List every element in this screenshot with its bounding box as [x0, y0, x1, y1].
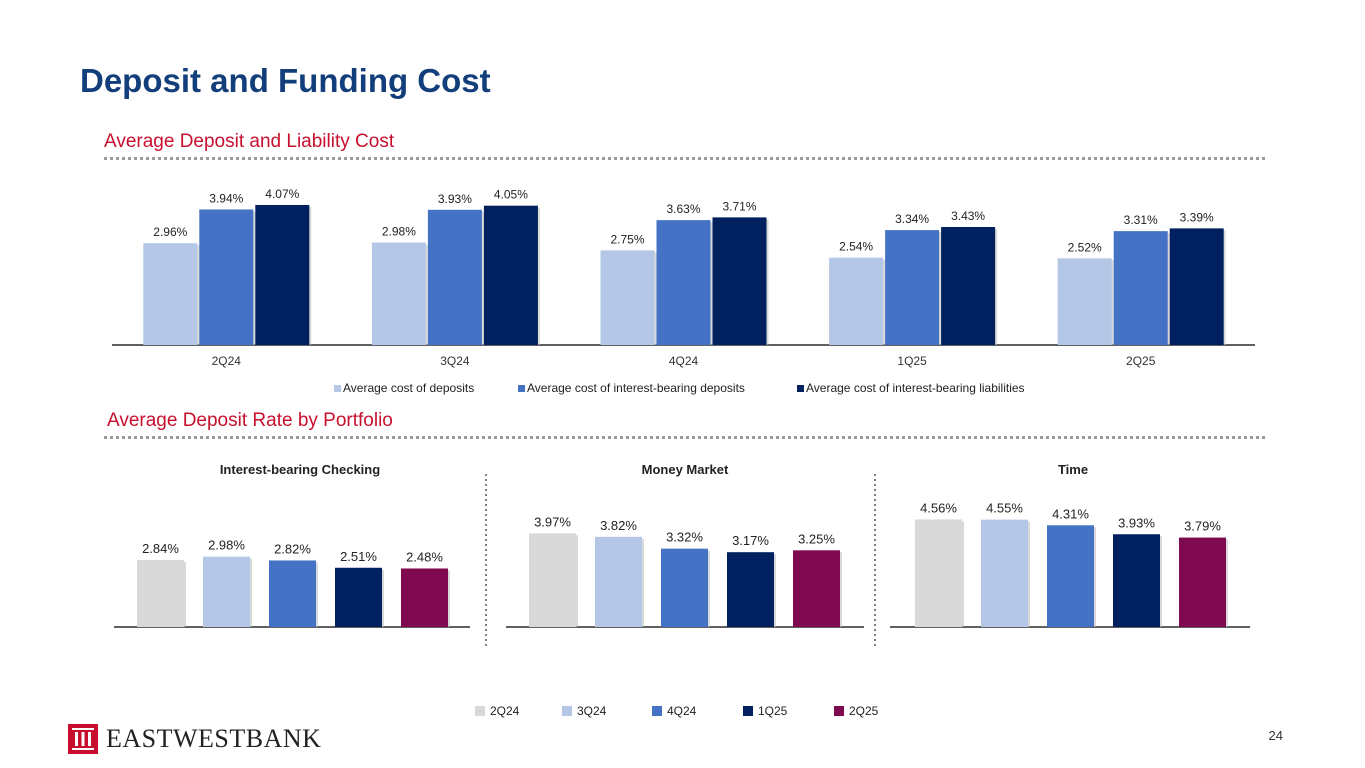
top-legend-swatch-1: [518, 385, 525, 392]
bottom-legend-swatch-2Q25: [834, 706, 844, 716]
bottom-legend-label-2Q24: 2Q24: [490, 704, 520, 718]
logo-text: EASTWESTBANK: [106, 724, 322, 753]
panel-bar-label: 2.98%: [208, 538, 245, 553]
panel-bar-label: 3.17%: [732, 533, 769, 548]
page-title: Deposit and Funding Cost: [80, 62, 491, 99]
top-bar-label: 3.93%: [438, 192, 472, 206]
section-title-deposit-liability-cost: Average Deposit and Liability Cost: [104, 131, 395, 152]
top-bar-label: 2.96%: [153, 225, 187, 239]
top-bar-2Q25-s0: [1057, 258, 1112, 345]
panel-bar-label: 3.93%: [1118, 515, 1155, 530]
panel-bar-label: 4.31%: [1052, 506, 1089, 521]
top-legend-label-1: Average cost of interest-bearing deposit…: [527, 381, 745, 395]
top-x-tick-label: 2Q24: [212, 354, 242, 368]
panel-bar-label: 3.79%: [1184, 519, 1221, 534]
top-x-tick-label: 3Q24: [440, 354, 470, 368]
panel-title: Money Market: [642, 462, 729, 477]
top-bar-label: 2.98%: [382, 224, 416, 238]
panel-bar-label: 2.82%: [274, 541, 311, 556]
panel-bar-label: 3.82%: [600, 518, 637, 533]
top-bar-2Q24-s0: [143, 243, 198, 345]
top-bar-label: 3.43%: [951, 209, 985, 223]
panel-bar-1Q25: [335, 567, 382, 627]
panel-bar-1Q25: [1113, 534, 1160, 627]
panel-title: Time: [1058, 462, 1088, 477]
panel-bar-label: 2.48%: [406, 549, 443, 564]
top-bar-label: 3.34%: [895, 212, 929, 226]
top-x-tick-label: 2Q25: [1126, 354, 1156, 368]
section-divider-bottom: [104, 436, 1265, 439]
east-west-bank-logo: EASTWESTBANK: [68, 724, 321, 754]
top-bar-label: 3.71%: [722, 199, 756, 213]
top-bar-3Q24-s0: [371, 242, 426, 345]
top-bar-3Q24-s1: [427, 209, 482, 345]
panel-bar-label: 3.25%: [798, 531, 835, 546]
top-bar-2Q25-s1: [1113, 231, 1168, 345]
bank-emblem-icon: [68, 724, 98, 754]
panel-bar-label: 4.56%: [920, 500, 957, 515]
bottom-legend-swatch-3Q24: [562, 706, 572, 716]
panel-bar-2Q24: [137, 559, 184, 627]
section-divider-top: [104, 157, 1265, 160]
panel-title: Interest-bearing Checking: [220, 462, 380, 477]
top-x-tick-label: 1Q25: [897, 354, 927, 368]
top-bar-label: 3.94%: [209, 191, 243, 205]
bottom-legend-label-2Q25: 2Q25: [849, 704, 879, 718]
panel-bar-2Q25: [401, 568, 448, 627]
top-bar-4Q24-s1: [656, 220, 711, 345]
panel-bar-2Q24: [915, 519, 962, 627]
top-bar-2Q25-s2: [1169, 228, 1224, 345]
top-legend-label-2: Average cost of interest-bearing liabili…: [806, 381, 1025, 395]
bottom-legend-label-1Q25: 1Q25: [758, 704, 788, 718]
panel-bar-4Q24: [661, 548, 708, 627]
section-title-deposit-rate-portfolio: Average Deposit Rate by Portfolio: [107, 410, 393, 431]
panel-bar-label: 2.51%: [340, 549, 377, 564]
top-bar-4Q24-s2: [712, 217, 767, 345]
top-x-tick-label: 4Q24: [669, 354, 699, 368]
panel-bar-label: 2.84%: [142, 541, 179, 556]
panel-bar-label: 4.55%: [986, 501, 1023, 516]
bottom-legend-label-3Q24: 3Q24: [577, 704, 607, 718]
top-bar-4Q24-s0: [600, 250, 655, 345]
panel-bar-label: 3.32%: [666, 530, 703, 545]
panel-bar-3Q24: [595, 536, 642, 627]
bottom-legend-swatch-1Q25: [743, 706, 753, 716]
panel-bar-1Q25: [727, 552, 774, 627]
top-legend-label-0: Average cost of deposits: [343, 381, 474, 395]
top-bar-label: 2.52%: [1068, 240, 1102, 254]
top-bar-label: 2.54%: [839, 240, 873, 254]
top-bar-label: 4.05%: [494, 188, 528, 202]
top-legend-swatch-2: [797, 385, 804, 392]
panel-bar-2Q24: [529, 533, 576, 627]
panel-bar-label: 3.97%: [534, 514, 571, 529]
top-bar-1Q25-s0: [829, 257, 884, 345]
bottom-legend-label-4Q24: 4Q24: [667, 704, 697, 718]
top-bar-label: 2.75%: [610, 232, 644, 246]
top-bar-3Q24-s2: [483, 205, 538, 345]
panel-bar-3Q24: [981, 519, 1028, 627]
top-bar-1Q25-s2: [941, 227, 996, 345]
top-bar-1Q25-s1: [885, 230, 940, 345]
top-bar-label: 4.07%: [265, 187, 299, 201]
top-bar-label: 3.39%: [1180, 210, 1214, 224]
bottom-legend-swatch-4Q24: [652, 706, 662, 716]
page-number: 24: [1268, 728, 1283, 743]
top-bar-2Q24-s2: [255, 204, 310, 345]
panel-bar-4Q24: [269, 560, 316, 627]
top-bar-label: 3.63%: [666, 202, 700, 216]
top-bar-2Q24-s1: [199, 209, 254, 345]
panel-bar-3Q24: [203, 556, 250, 627]
bottom-legend-swatch-2Q24: [475, 706, 485, 716]
top-legend-swatch-0: [334, 385, 341, 392]
panel-bar-4Q24: [1047, 525, 1094, 627]
panel-bar-2Q25: [793, 550, 840, 627]
panel-bar-2Q25: [1179, 537, 1226, 627]
top-bar-label: 3.31%: [1124, 213, 1158, 227]
